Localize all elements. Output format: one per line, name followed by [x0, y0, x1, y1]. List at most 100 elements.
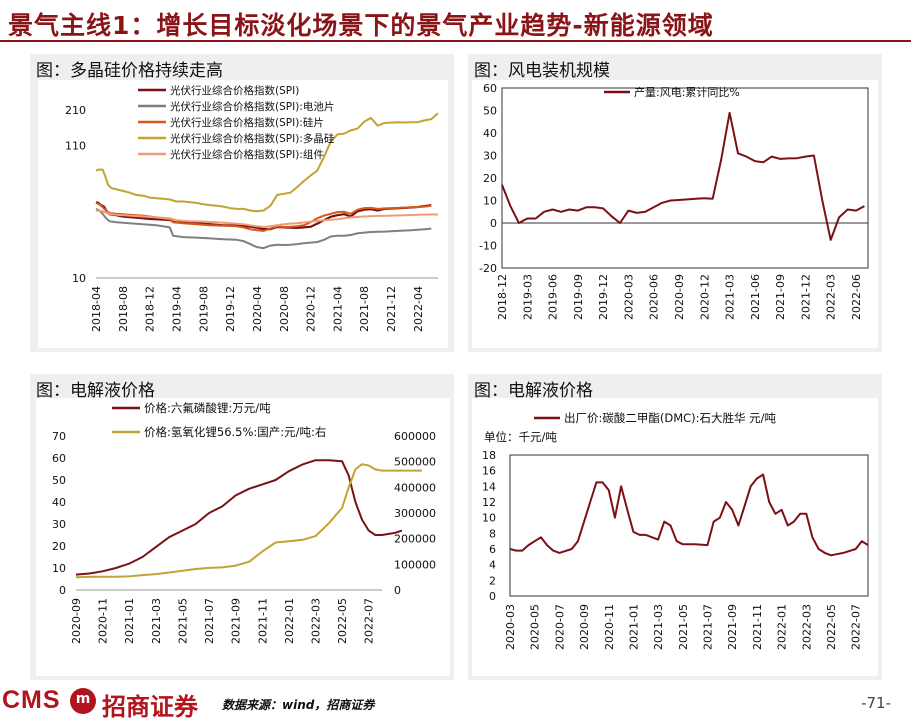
- chart-2-title: 图：风电装机规模: [474, 61, 610, 81]
- brand-logo-icon: m: [70, 688, 96, 714]
- chart-1-x-tick-label: 2019-08: [197, 286, 210, 332]
- chart-3-y-left-tick-label: 50: [52, 474, 66, 487]
- chart-1-x-tick-label: 2018-08: [117, 286, 130, 332]
- chart-1-x-tick-label: 2018-12: [144, 286, 157, 332]
- chart-2-y-tick-label: 60: [483, 82, 497, 95]
- chart-3-legend-label: 价格:六氟磷酸锂:万元/吨: [144, 401, 271, 415]
- chart-1-legend-label: 光伏行业综合价格指数(SPI):硅片: [170, 116, 324, 129]
- chart-4-x-tick-label: 2021-09: [726, 604, 739, 650]
- chart-1-title: 图：多晶硅价格持续走高: [36, 61, 223, 81]
- chart-3-y-left-tick-label: 30: [52, 518, 66, 531]
- brand-logo-icon-glyph: m: [75, 691, 91, 707]
- chart-2-x-tick-label: 2022-03: [825, 274, 838, 320]
- chart-1-x-tick-label: 2019-04: [170, 286, 183, 332]
- chart-1-x-tick-label: 2021-04: [331, 286, 344, 332]
- brand-name: 招商证券: [102, 692, 198, 721]
- chart-2-y-tick-label: -10: [479, 240, 497, 253]
- chart-4-x-tick-label: 2021-01: [627, 604, 640, 650]
- chart-4-y-tick-label: 4: [489, 559, 496, 572]
- chart-4-y-tick-label: 2: [489, 574, 496, 587]
- chart-4-y-tick-label: 10: [482, 512, 496, 525]
- chart-1-x-tick-label: 2020-08: [278, 286, 291, 332]
- chart-panel-2: 图：风电装机规模 -20 -10 0 10 20 30 40 50 60 2018-12 2019-…: [468, 54, 882, 352]
- chart-3-y-left-tick-label: 20: [52, 540, 66, 553]
- chart-4-y-tick-label: 16: [482, 465, 496, 478]
- footer: CMS m 招商证券 数据来源：wind，招商证券 -71-: [0, 686, 911, 721]
- chart-2-x-tick-label: 2019-03: [521, 274, 534, 320]
- chart-panel-3: 图：电解液价格 0 10 20 30 40 50 60 70 0 100000 200000 3000…: [30, 374, 454, 680]
- chart-2-x-tick-label: 2020-09: [673, 274, 686, 320]
- chart-4-plot-border: [509, 454, 869, 597]
- chart-1-x-tick-label: 2020-04: [251, 286, 264, 332]
- chart-1-x-tick-label: 2019-12: [224, 286, 237, 332]
- chart-3-series-line: [75, 463, 422, 579]
- chart-4-y-tick-label: 0: [489, 590, 496, 603]
- chart-2-x-tick-label: 2021-12: [799, 274, 812, 320]
- chart-1-legend-label: 光伏行业综合价格指数(SPI):电池片: [170, 100, 334, 113]
- chart-1-y-tick-label: 110: [65, 140, 86, 153]
- chart-3-x-tick-label: 2022-07: [363, 598, 376, 644]
- chart-1-series-line: [95, 209, 438, 228]
- chart-2-x-tick-label: 2019-09: [572, 274, 585, 320]
- chart-4-x-tick-label: 2022-07: [850, 604, 863, 650]
- chart-2-y-tick-label: 30: [483, 150, 497, 163]
- chart-3-x-tick-label: 2021-09: [230, 598, 243, 644]
- chart-3-x-tick-label: 2021-11: [256, 598, 269, 644]
- chart-panel-1: 图：多晶硅价格持续走高 10 110 210 2018-04 2018-08 2018-1…: [30, 54, 454, 352]
- chart-4-x-tick-label: 2020-03: [504, 604, 517, 650]
- chart-1-series-line: [95, 207, 432, 250]
- chart-1-x-tick-label: 2022-04: [412, 286, 425, 332]
- chart-3-y-right-tick-label: 100000: [394, 558, 436, 571]
- brand-logo-text: CMS: [2, 686, 61, 714]
- chart-2-x-tick-label: 2021-09: [774, 274, 787, 320]
- chart-4-x-tick-label: 2022-01: [776, 604, 789, 650]
- chart-2-x-tick-label: 2020-06: [648, 274, 661, 320]
- chart-3-y-right-tick-label: 300000: [394, 507, 436, 520]
- page-title: 景气主线1：增长目标淡化场景下的景气产业趋势-新能源领域: [8, 11, 714, 40]
- chart-4-series-line: [509, 473, 869, 557]
- chart-1-legend-label: 光伏行业综合价格指数(SPI):组件: [170, 148, 324, 161]
- chart-4-x-tick-label: 2020-11: [603, 604, 616, 650]
- chart-4-x-tick-label: 2022-03: [800, 604, 813, 650]
- chart-4-x-tick-label: 2021-03: [652, 604, 665, 650]
- chart-3-y-right-tick-label: 400000: [394, 481, 436, 494]
- chart-1-x-tick-label: 2018-04: [90, 286, 103, 332]
- chart-4-y-tick-label: 18: [482, 449, 496, 462]
- chart-3-y-left-tick-label: 40: [52, 496, 66, 509]
- chart-1-y-tick-label: 210: [65, 104, 86, 117]
- data-source-note: 数据来源：wind，招商证券: [222, 698, 375, 712]
- chart-2-y-tick-label: 0: [490, 217, 497, 230]
- chart-1-x-tick-label: 2020-12: [305, 286, 318, 332]
- chart-3-legend-label: 价格:氢氧化锂56.5%:国产:元/吨:右: [144, 425, 326, 439]
- chart-4-svg: 0 2 4 6 8 10 12 14 16 18 2020-03 2020-05 2020-07 2020…: [482, 411, 869, 650]
- chart-3-x-tick-label: 2022-03: [309, 598, 322, 644]
- chart-1-legend-label: 光伏行业综合价格指数(SPI):多晶硅: [170, 132, 335, 145]
- chart-3-x-tick-label: 2020-11: [97, 598, 110, 644]
- chart-4-x-tick-label: 2021-11: [751, 604, 764, 650]
- chart-3-y-right-tick-label: 0: [394, 584, 401, 597]
- chart-4-legend-label: 出厂价:碳酸二甲酯(DMC):石大胜华 元/吨: [564, 411, 777, 425]
- chart-2-x-tick-label: 2021-03: [724, 274, 737, 320]
- chart-3-x-tick-label: 2021-05: [176, 598, 189, 644]
- chart-2-series-line: [501, 111, 865, 241]
- chart-2-legend-label: 产量:风电:累计同比%: [634, 85, 740, 99]
- chart-3-x-tick-label: 2021-01: [123, 598, 136, 644]
- chart-3-plot-area: 0 10 20 30 40 50 60 70 0 100000 200000 300000 400000…: [36, 398, 450, 676]
- chart-4-x-tick-label: 2021-05: [677, 604, 690, 650]
- chart-1-y-tick-label: 10: [72, 272, 86, 285]
- chart-2-x-tick-label: 2019-06: [547, 274, 560, 320]
- chart-4-title: 图：电解液价格: [474, 381, 593, 401]
- chart-1-x-tick-label: 2021-08: [358, 286, 371, 332]
- chart-2-x-tick-label: 2019-12: [597, 274, 610, 320]
- chart-2-y-tick-label: -20: [479, 262, 497, 275]
- chart-2-x-tick-label: 2020-03: [622, 274, 635, 320]
- chart-2-y-tick-label: 40: [483, 127, 497, 140]
- chart-3-series-line: [75, 459, 403, 576]
- chart-3-y-right-tick-label: 600000: [394, 430, 436, 443]
- chart-3-title: 图：电解液价格: [36, 381, 155, 401]
- chart-2-plot-border: [501, 87, 869, 269]
- chart-2-y-tick-label: 20: [483, 172, 497, 185]
- chart-4-plot-area: 0 2 4 6 8 10 12 14 16 18 2020-03 2020-05 2020-07 2020…: [472, 398, 878, 676]
- chart-4-x-tick-label: 2020-07: [553, 604, 566, 650]
- chart-4-x-tick-label: 2021-07: [702, 604, 715, 650]
